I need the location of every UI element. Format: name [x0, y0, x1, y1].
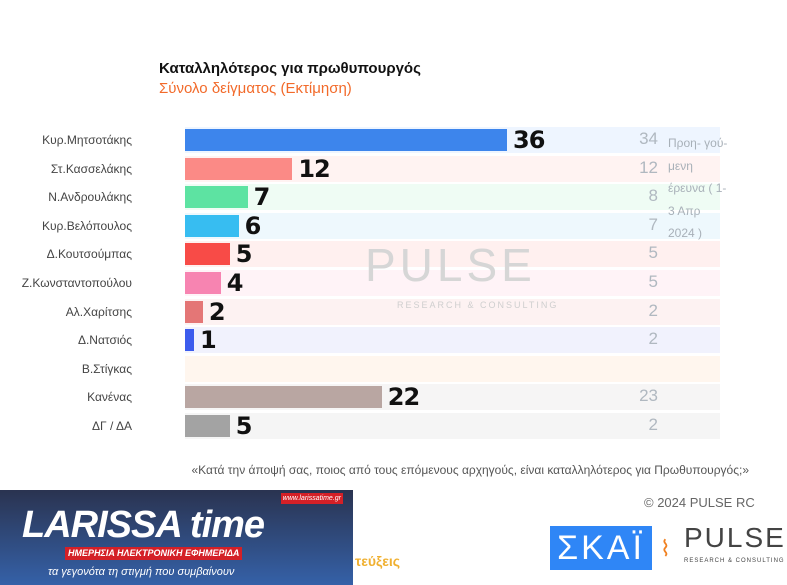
- row-background: [185, 327, 720, 354]
- category-label: ΔΓ / ΔΑ: [92, 419, 132, 433]
- bar: [185, 300, 203, 323]
- category-label: Κυρ.Μητσοτάκης: [42, 133, 132, 147]
- chart-row: Δ.Κουτσούμπας 5 5: [0, 240, 787, 269]
- chart-title: Καταλληλότερος για πρωθυπουργός: [159, 60, 421, 77]
- category-label: Ν.Ανδρουλάκης: [48, 190, 132, 205]
- ad-slogan: τα γεγονότα τη στιγμή που συμβαίνουν: [48, 566, 235, 578]
- chart-row: Κανένας 22 23: [0, 383, 787, 412]
- previous-value-label: 5: [648, 272, 658, 291]
- larissatime-logo: LARISSA time: [22, 504, 265, 546]
- pulse-logo: ⌇ PULSE RESEARCH & CONSULTING: [660, 522, 785, 572]
- ad-tagline: ΗΜΕΡΗΣΙΑ ΗΛΕΚΤΡΟΝΙΚΗ ΕΦΗΜΕΡΙΔΑ: [65, 547, 243, 560]
- copyright: © 2024 PULSE RC: [644, 495, 755, 510]
- pulse-logo-sub: RESEARCH & CONSULTING: [684, 558, 785, 564]
- row-background: [185, 212, 720, 239]
- row-background: [185, 298, 720, 325]
- previous-value-label: 2: [648, 415, 658, 434]
- bar-value-label: 36: [513, 126, 545, 154]
- chart-row: ΔΓ / ΔΑ 5 2: [0, 412, 787, 440]
- larissatime-ad[interactable]: www.larissatime.gr LARISSA time ΗΜΕΡΗΣΙΑ…: [0, 490, 353, 585]
- bar-value-label: 7: [253, 183, 271, 212]
- row-background: [185, 413, 720, 439]
- category-label: Δ.Κουτσούμπας: [46, 247, 132, 262]
- skai-logo: ΣΚΑΪ: [550, 526, 652, 570]
- bar-value-label: 5: [235, 412, 253, 440]
- bar: [185, 214, 239, 237]
- row-background: [185, 355, 720, 382]
- ad-url: www.larissatime.gr: [280, 493, 343, 504]
- chart-subtitle: Σύνολο δείγματος (Εκτίμηση): [159, 80, 352, 97]
- category-label: Κανένας: [87, 390, 132, 405]
- previous-value-label: 5: [648, 243, 658, 263]
- bar-value-label: 4: [226, 269, 244, 297]
- bar: [185, 129, 507, 151]
- chart-row: Αλ.Χαρίτσης 2 2: [0, 297, 787, 326]
- category-label: Κυρ.Βελόπουλος: [41, 218, 132, 233]
- category-label: Β.Στίγκας: [81, 361, 132, 376]
- category-label: Στ.Κασσελάκης: [50, 161, 132, 176]
- chart-row: Κυρ.Βελόπουλος 6 7: [0, 211, 787, 240]
- bar: [185, 243, 230, 266]
- bar-value-label: 12: [298, 154, 330, 183]
- row-background: [185, 241, 720, 268]
- bar: [185, 157, 293, 180]
- partial-text: τεύξεις: [355, 553, 401, 569]
- category-label: Δ.Νατσιός: [77, 333, 132, 348]
- category-label: Ζ.Κωνσταντοπούλου: [21, 276, 132, 290]
- row-background: [185, 270, 720, 296]
- chart-row: Ν.Ανδρουλάκης 7 8: [0, 183, 787, 212]
- bar: [185, 386, 382, 409]
- previous-value-label: 8: [648, 186, 658, 206]
- previous-value-label: 2: [648, 300, 658, 320]
- bar-value-label: 1: [199, 326, 217, 355]
- chart-row: Β.Στίγκας: [0, 355, 787, 382]
- survey-question: «Κατά την άποψή σας, ποιος από τους επόμ…: [191, 463, 750, 477]
- bar: [185, 272, 221, 294]
- category-label: Αλ.Χαρίτσης: [65, 304, 132, 319]
- pulse-logo-text: PULSE: [684, 522, 786, 553]
- chart-row: Δ.Νατσιός 1 2: [0, 326, 787, 355]
- previous-value-label: 2: [648, 329, 658, 349]
- bar-value-label: 22: [387, 383, 420, 412]
- bar-value-label: 2: [208, 297, 226, 326]
- previous-survey-note: Προη- γού- μενη έρευνα ( 1- 3 Απρ 2024 ): [668, 136, 728, 240]
- chart-row: Κυρ.Μητσοτάκης 36 34: [0, 126, 787, 154]
- chart-row: Στ.Κασσελάκης 12 12: [0, 154, 787, 183]
- bar: [185, 186, 248, 209]
- bar: [185, 415, 230, 437]
- chart-row: Ζ.Κωνσταντοπούλου 4 5: [0, 269, 787, 297]
- previous-value-label: 23: [639, 386, 658, 406]
- previous-value-label: 34: [639, 129, 658, 148]
- pulse-line-icon: ⌇: [660, 536, 671, 561]
- previous-value-label: 7: [648, 214, 658, 234]
- bar-value-label: 6: [244, 211, 262, 240]
- previous-value-label: 12: [639, 157, 658, 177]
- row-background: [185, 184, 720, 211]
- bar: [185, 329, 194, 352]
- bar-value-label: 5: [235, 240, 253, 269]
